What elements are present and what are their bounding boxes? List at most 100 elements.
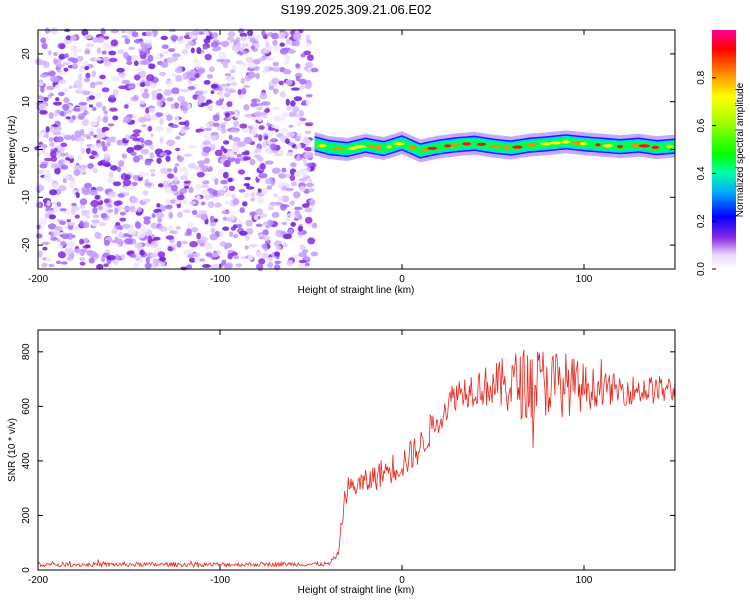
noise-speck [301,100,308,105]
noise-speck [297,225,303,232]
noise-speck [250,45,256,50]
noise-speck [307,237,316,245]
noise-speck [299,185,306,192]
noise-speck [208,105,213,112]
noise-speck [89,189,98,196]
noise-speck [57,69,62,73]
signal-peak [451,143,459,147]
noise-speck [240,36,247,42]
noise-speck [161,44,169,49]
noise-speck [227,89,236,94]
noise-speck [247,71,256,79]
noise-speck [266,262,273,268]
noise-speck [104,199,110,203]
noise-speck [96,263,104,270]
noise-speck [156,203,161,208]
noise-speck [107,44,113,50]
noise-speck [209,215,215,223]
noise-speck [77,113,85,121]
noise-speck [285,187,294,192]
noise-speck [123,51,129,59]
noise-speck [47,178,55,183]
noise-speck [274,201,283,206]
noise-speck [58,185,67,192]
noise-speck [214,149,223,157]
noise-speck [212,114,220,122]
noise-speck [72,107,81,112]
spectrogram-x-label: Height of straight line (km) [298,285,415,296]
noise-speck [50,27,58,35]
noise-speck [166,56,175,64]
noise-speck [228,134,233,140]
noise-speck [165,80,170,85]
noise-speck [173,166,178,174]
signal-peak [408,145,417,150]
noise-speck [177,95,185,103]
noise-speck [88,104,94,108]
noise-speck [151,213,156,219]
noise-speck [278,80,284,86]
noise-speck [233,233,239,239]
noise-speck [282,242,288,248]
noise-speck [245,235,250,241]
noise-speck [96,115,101,123]
noise-speck [237,141,246,148]
noise-speck [166,114,173,121]
noise-speck [303,50,312,56]
noise-speck [68,118,75,123]
noise-speck [157,251,166,258]
noise-speck [58,91,65,97]
noise-speck [293,191,301,199]
noise-speck [119,217,127,222]
noise-speck [45,126,50,133]
noise-speck [97,143,102,149]
noise-speck [116,139,123,146]
noise-speck [49,92,55,97]
noise-speck [303,136,310,143]
noise-speck [212,47,220,52]
noise-speck [150,173,155,177]
noise-speck [103,263,109,268]
noise-speck [74,248,82,254]
noise-speck [144,159,152,166]
signal-peak [427,146,438,150]
noise-speck [157,183,164,188]
noise-speck [223,263,232,270]
noise-speck [107,191,117,198]
noise-speck [129,205,136,213]
noise-speck [189,69,197,76]
noise-speck [307,54,314,61]
noise-speck [107,254,116,261]
noise-speck [241,42,249,48]
noise-speck [84,65,89,71]
noise-speck [63,87,70,93]
noise-speck [132,137,140,142]
noise-speck [100,27,106,35]
noise-speck [303,66,309,71]
noise-speck [205,252,213,257]
noise-speck [39,110,48,115]
noise-speck [231,194,237,200]
noise-speck [196,171,205,178]
noise-speck [109,94,116,99]
noise-speck [261,187,269,195]
noise-speck [128,234,133,238]
noise-speck [221,40,229,48]
noise-speck [304,147,313,152]
noise-speck [133,94,139,102]
noise-speck [52,126,61,133]
snr-y-tick-label: 600 [21,398,32,415]
noise-speck [180,187,188,194]
noise-speck [82,188,91,196]
noise-speck [248,125,254,130]
noise-speck [255,72,261,80]
noise-speck [71,189,77,194]
noise-speck [149,133,154,138]
noise-speck [200,165,210,173]
noise-speck [212,189,218,197]
noise-speck [287,49,296,54]
signal-peak [317,144,327,148]
noise-speck [68,242,75,249]
noise-speck [79,261,86,266]
noise-speck [103,153,111,160]
